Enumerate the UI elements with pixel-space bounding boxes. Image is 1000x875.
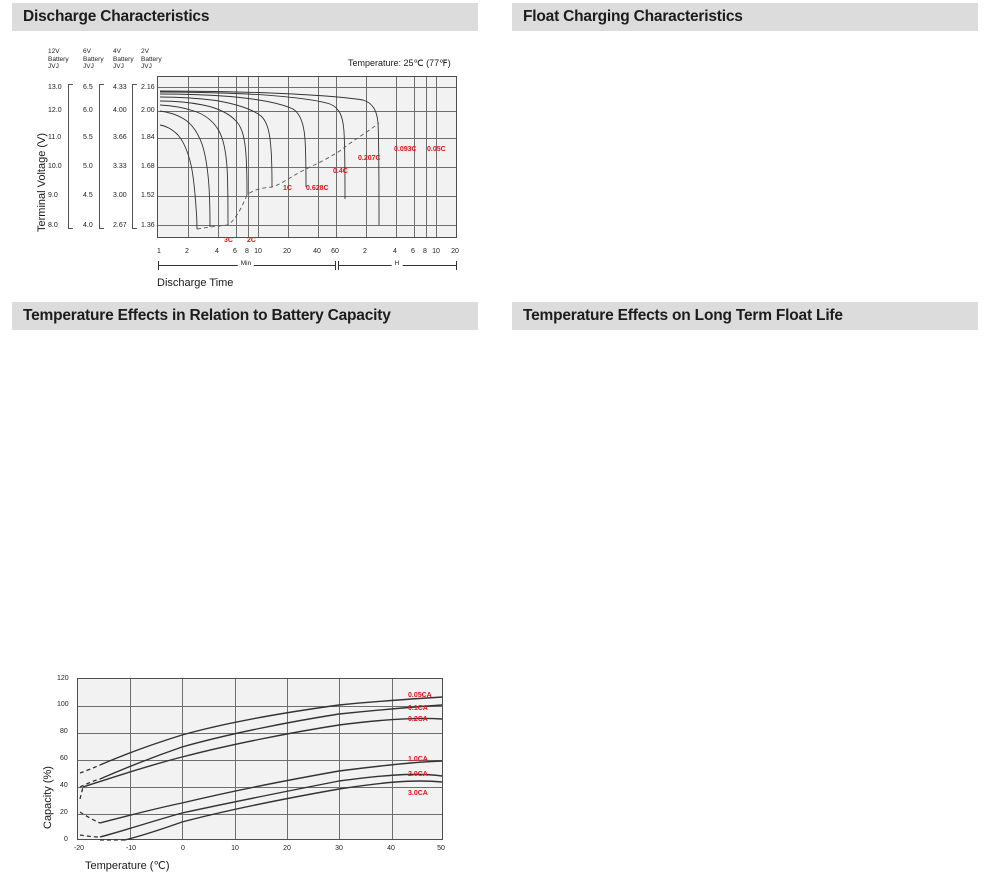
bracket-6v xyxy=(99,84,104,229)
xtick-d-13: 10 xyxy=(432,248,440,255)
tick-6v-0: 6.5 xyxy=(83,84,93,91)
tick-12v-5: 8.0 xyxy=(48,222,58,229)
tick-4v-3: 3.33 xyxy=(113,163,127,170)
plot-discharge xyxy=(157,76,457,238)
plot-temperature-capacity xyxy=(77,678,443,841)
xtick-d-12: 8 xyxy=(423,248,427,255)
xtick-d-11: 6 xyxy=(411,248,415,255)
range-cap-mid2 xyxy=(338,261,339,270)
range-cap-right xyxy=(456,261,457,270)
range-label-min: Min xyxy=(237,260,255,267)
tick-4v-4: 3.00 xyxy=(113,192,127,199)
ytick-cap-1: 100 xyxy=(57,701,69,708)
panel-float-life: Temperature Effects on Long Term Float L… xyxy=(500,299,1000,598)
xtick-cap-1: -10 xyxy=(125,845,137,852)
panel-title-discharge: Discharge Characteristics xyxy=(12,3,478,31)
ytick-cap-3: 60 xyxy=(60,755,68,762)
tick-12v-1: 12.0 xyxy=(48,107,62,114)
bracket-12v xyxy=(68,84,73,229)
tick-6v-3: 5.0 xyxy=(83,163,93,170)
bracket-4v xyxy=(132,84,137,229)
curve-label-1c: 1C xyxy=(283,185,292,192)
tick-4v-2: 3.66 xyxy=(113,134,127,141)
xtick-d-9: 2 xyxy=(363,248,367,255)
xtick-d-10: 4 xyxy=(393,248,397,255)
capacity-label-30ca: 3.0CA xyxy=(408,790,428,797)
tick-6v-5: 4.0 xyxy=(83,222,93,229)
capacity-label-005ca: 0.05CA xyxy=(408,692,432,699)
tick-4v-1: 4.00 xyxy=(113,107,127,114)
tick-2v-0: 2.16 xyxy=(141,84,155,91)
axis-header-6v: 6V Battery JVJ xyxy=(83,48,104,70)
tick-4v-5: 2.67 xyxy=(113,222,127,229)
axis-header-2v: 2V Battery JVJ xyxy=(141,48,162,70)
tick-6v-2: 5.5 xyxy=(83,134,93,141)
axis-header-4v: 4V Battery JVJ xyxy=(113,48,134,70)
x-axis-title-discharge-time: Discharge Time xyxy=(157,277,234,289)
xtick-cap-2: 0 xyxy=(181,845,185,852)
panel-title-float-charging: Float Charging Characteristics xyxy=(512,3,978,31)
capacity-label-10ca: 1.0CA xyxy=(408,756,428,763)
y-axis-title-capacity: Capacity (%) xyxy=(42,766,54,829)
tick-2v-1: 2.00 xyxy=(141,107,155,114)
xtick-d-4: 8 xyxy=(245,248,249,255)
note-temperature: Temperature: 25℃ (77℉) xyxy=(348,58,451,68)
discharge-curves xyxy=(159,90,380,230)
xtick-d-0: 1 xyxy=(157,248,161,255)
curve-label-0093c: 0.093C xyxy=(394,146,417,153)
tick-12v-3: 10.0 xyxy=(48,163,62,170)
tick-2v-5: 1.36 xyxy=(141,222,155,229)
range-cap-mid1 xyxy=(335,261,336,270)
tick-4v-0: 4.33 xyxy=(113,84,127,91)
ytick-cap-5: 20 xyxy=(60,809,68,816)
panel-float-charging-characteristics: Float Charging Characteristics Charge Vo… xyxy=(500,0,1000,299)
curve-label-0628c: 0.628C xyxy=(306,185,329,192)
xtick-d-5: 10 xyxy=(254,248,262,255)
xtick-cap-6: 40 xyxy=(387,845,395,852)
capacity-label-01ca: 0.1CA xyxy=(408,705,428,712)
capacity-label-02ca: 0.2CA xyxy=(408,716,428,723)
xtick-cap-4: 20 xyxy=(283,845,291,852)
range-label-h: H xyxy=(391,260,403,267)
tick-2v-4: 1.52 xyxy=(141,192,155,199)
panel-temperature-capacity: Temperature Effects in Relation to Batte… xyxy=(0,299,500,872)
tick-12v-4: 9.0 xyxy=(48,192,58,199)
range-cap-left xyxy=(158,261,159,270)
ytick-cap-6: 0 xyxy=(64,836,68,843)
ytick-cap-0: 120 xyxy=(57,675,69,682)
xtick-cap-5: 30 xyxy=(335,845,343,852)
xtick-d-1: 2 xyxy=(185,248,189,255)
capacity-label-20ca: 2.0CA xyxy=(408,771,428,778)
xtick-d-7: 40 xyxy=(313,248,321,255)
xtick-cap-0: -20 xyxy=(73,845,85,852)
tick-6v-4: 4.5 xyxy=(83,192,93,199)
ytick-cap-4: 40 xyxy=(60,782,68,789)
tick-6v-1: 6.0 xyxy=(83,107,93,114)
xtick-d-6: 20 xyxy=(283,248,291,255)
panel-title-temp-capacity: Temperature Effects in Relation to Batte… xyxy=(12,302,478,330)
curve-label-04c: 0.4C xyxy=(333,168,348,175)
capacity-curves xyxy=(79,696,443,841)
ytick-cap-2: 80 xyxy=(60,728,68,735)
xtick-d-2: 4 xyxy=(215,248,219,255)
curve-label-2c: 2C xyxy=(247,237,256,244)
x-axis-title-temperature: Temperature (℃) xyxy=(85,860,170,872)
xtick-d-14: 20 xyxy=(451,248,459,255)
curve-label-3c: 3C xyxy=(224,237,233,244)
panel-discharge-characteristics: Discharge Characteristics 12V Battery JV… xyxy=(0,0,500,299)
curve-label-005c: 0.05C xyxy=(427,146,446,153)
curve-label-0207c: 0.207C xyxy=(358,155,381,162)
tick-2v-3: 1.68 xyxy=(141,163,155,170)
xtick-cap-3: 10 xyxy=(231,845,239,852)
tick-2v-2: 1.84 xyxy=(141,134,155,141)
xtick-cap-7: 50 xyxy=(437,845,445,852)
axis-header-12v: 12V Battery JVJ xyxy=(48,48,69,70)
y-axis-title-terminal-voltage: Terminal Voltage (V) xyxy=(36,132,48,232)
xtick-d-8: 60 xyxy=(331,248,339,255)
xtick-d-3: 6 xyxy=(233,248,237,255)
tick-12v-0: 13.0 xyxy=(48,84,62,91)
panel-title-float-life: Temperature Effects on Long Term Float L… xyxy=(512,302,978,330)
tick-12v-2: 11.0 xyxy=(48,134,62,141)
